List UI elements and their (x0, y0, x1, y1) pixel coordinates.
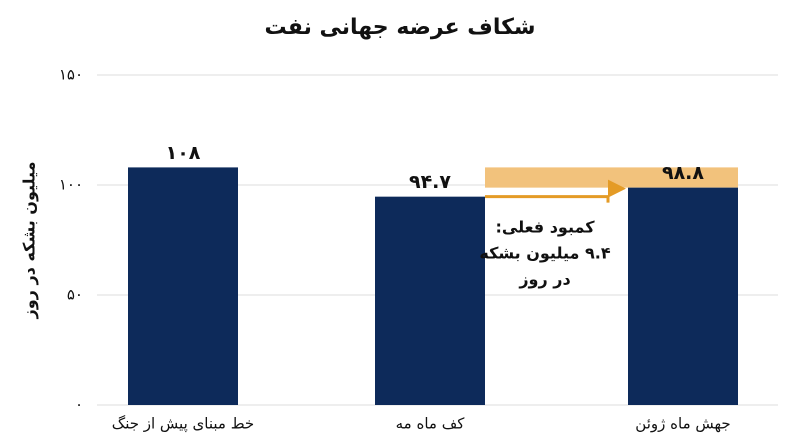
x-tick-label: خط مبنای پیش از جنگ (112, 415, 254, 434)
y-tick-label: ۱۵۰ (59, 66, 83, 84)
value-label: ۱۰۸ (166, 142, 201, 164)
annotation: کمبود فعلی: (496, 218, 596, 237)
value-label: ۹۴.۷ (409, 171, 451, 193)
bar (628, 187, 738, 405)
chart-title: شکاف عرضه جهانی نفت (264, 15, 535, 40)
x-tick-label: کف ماه مه (396, 415, 466, 433)
value-label: ۹۸.۸ (662, 162, 704, 184)
bar (375, 196, 485, 405)
annotation: ۹.۴ میلیون بشکه (479, 244, 610, 263)
annotation: در روز (518, 270, 570, 289)
x-tick-label: جهش ماه ژوئن (635, 415, 730, 433)
y-tick-label: ۱۰۰ (59, 176, 83, 194)
gap-band (485, 167, 738, 188)
y-tick-label: ۵۰ (67, 286, 83, 304)
gap-arrow (485, 195, 610, 203)
y-tick-label: ۰ (75, 396, 83, 414)
bar (128, 167, 238, 405)
arrow-head (608, 179, 626, 198)
y-axis-label: میلیون بشکه در روز (20, 162, 39, 320)
